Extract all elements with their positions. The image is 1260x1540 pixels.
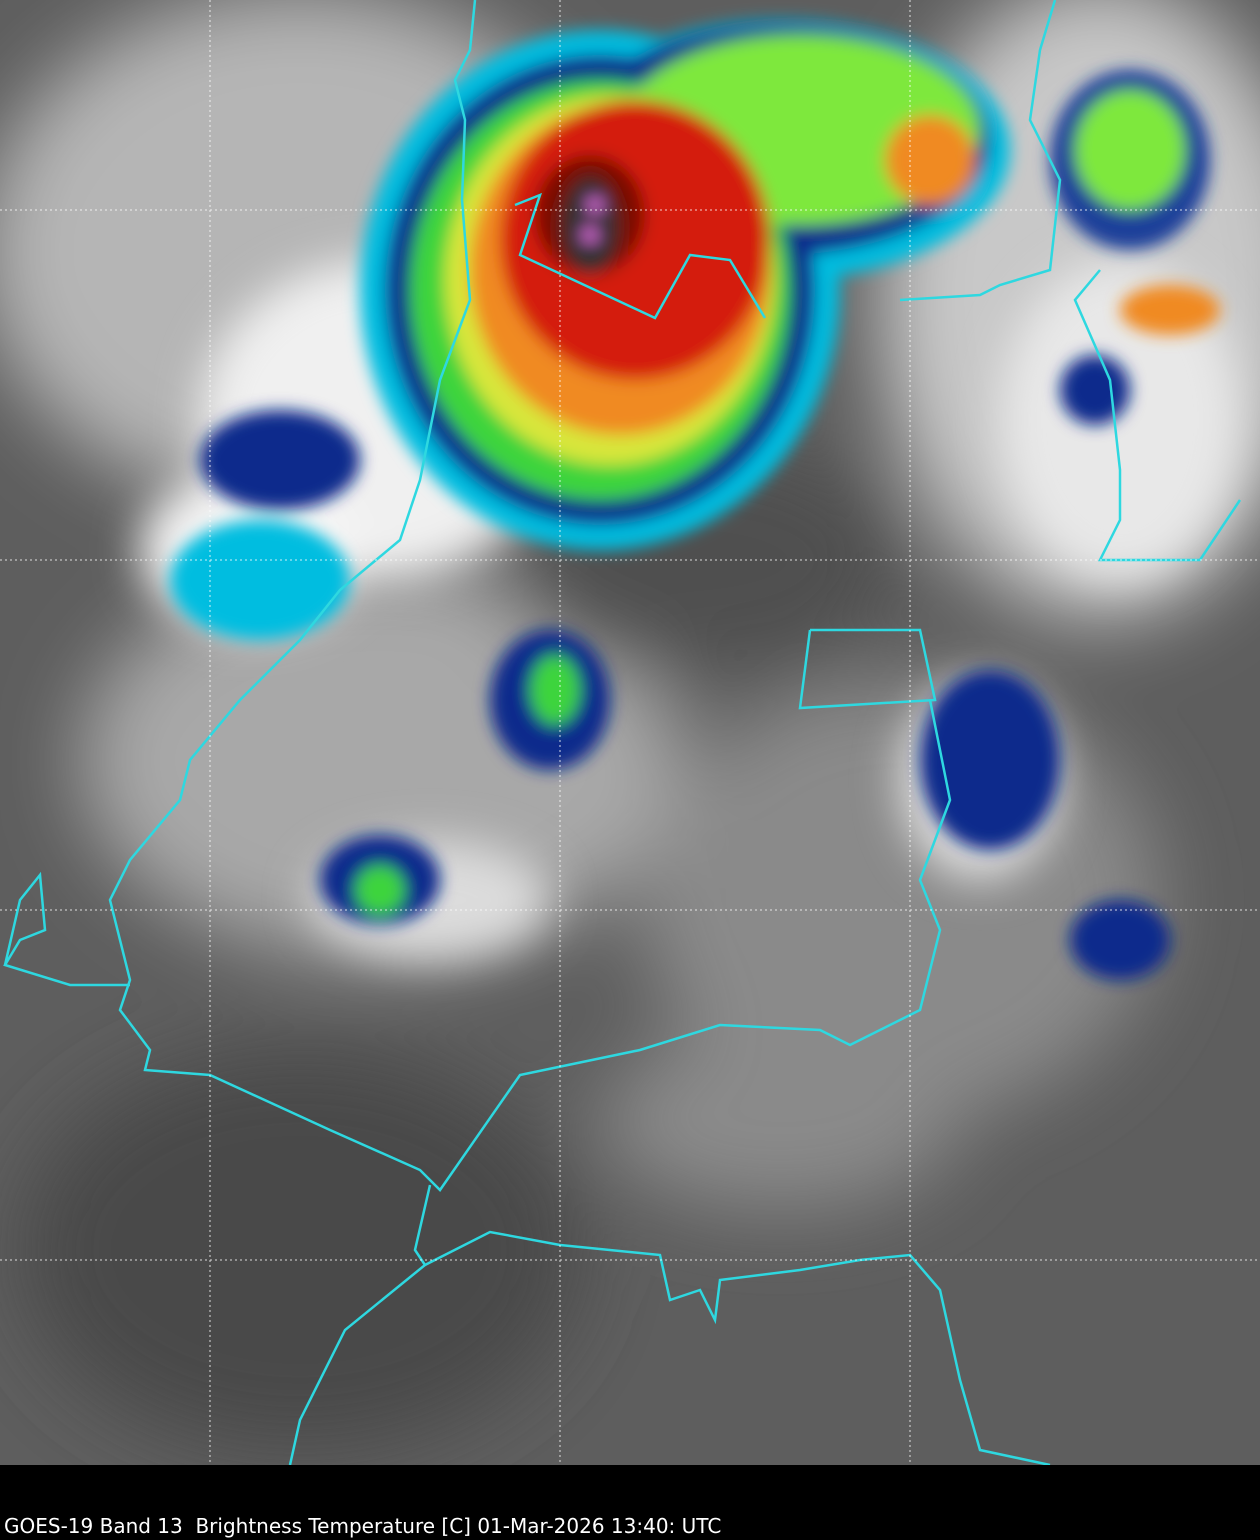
coldest-top: [582, 227, 598, 243]
blue-band: [1060, 355, 1130, 425]
green-band: [1075, 90, 1185, 210]
border-line: [288, 1184, 432, 1465]
border-line: [108, 0, 952, 1192]
border-line: [798, 628, 937, 710]
clear-area: [20, 1050, 580, 1450]
caption: GOES-19 Band 13 Brightness Temperature […: [4, 1514, 722, 1538]
blue-band: [1070, 900, 1170, 980]
cloud: [1000, 260, 1240, 580]
orange-band: [885, 115, 975, 205]
green-band: [355, 865, 405, 915]
coldest-top: [587, 197, 603, 213]
border-line: [514, 192, 767, 320]
storm-colors: [170, 20, 1220, 980]
border-line: [899, 0, 1062, 302]
graticule: [0, 0, 1260, 1465]
border-line: [3, 871, 130, 987]
borders: [3, 0, 1242, 1465]
green-band: [530, 655, 580, 725]
cold-core: [562, 177, 618, 273]
satellite-image: [0, 0, 1260, 1465]
border-line: [1073, 269, 1242, 562]
blue-band: [200, 410, 360, 510]
cloud: [600, 1030, 960, 1210]
orange-band: [1120, 285, 1220, 335]
cyan-band: [170, 520, 350, 640]
blue-band: [920, 670, 1060, 850]
border-line: [424, 1230, 1051, 1465]
